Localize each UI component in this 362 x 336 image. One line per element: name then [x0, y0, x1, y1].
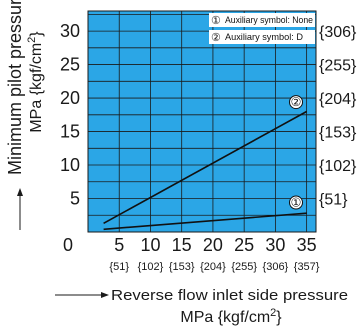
x-tick-sublabel: {204}	[200, 261, 226, 273]
legend-entry-label: Auxiliary symbol: D	[225, 32, 303, 43]
y-tick-right-label: {153}	[319, 125, 357, 142]
y-tick-right-label: {204}	[319, 91, 357, 108]
x-axis-title: Reverse flow inlet side pressure	[111, 287, 348, 304]
series-marker-label-1: ①	[291, 196, 302, 210]
series-marker-bg-2	[289, 95, 304, 110]
y-axis-arrow-head	[17, 188, 23, 196]
y-tick-label: 5	[70, 189, 80, 209]
series-marker-label-2: ②	[291, 95, 302, 109]
y-tick-right-label: {306}	[319, 24, 357, 41]
x-axis-arrow-head	[101, 292, 109, 298]
y-tick-label: 15	[60, 122, 80, 142]
y-tick-right-label: {255}	[319, 58, 357, 75]
x-tick-label: 25	[234, 235, 254, 255]
y-axis-title: Minimum pilot pressure	[5, 0, 25, 175]
x-tick-sublabel: {102}	[138, 261, 164, 273]
x-tick-sublabel: {306}	[263, 261, 289, 273]
x-tick-sublabel: {255}	[231, 261, 257, 273]
x-tick-sublabel: {153}	[169, 261, 195, 273]
legend-marker: ②	[211, 32, 221, 44]
y-tick-label: 20	[60, 88, 80, 108]
x-tick-label: 30	[265, 235, 285, 255]
y-axis-unit: MPa {kgf/cm2}	[26, 31, 45, 133]
x-axis-unit: MPa {kgf/cm2}	[180, 307, 282, 326]
series-marker-bg-1	[289, 195, 304, 210]
legend-entry-bg	[209, 30, 315, 44]
y-tick-right-label: {102}	[319, 158, 357, 175]
series-line-2	[103, 110, 307, 225]
x-tick-label: 35	[297, 235, 317, 255]
x-tick-label: 5	[114, 235, 124, 255]
y-tick-label: 10	[60, 155, 80, 175]
x-tick-sublabel: {357}	[294, 261, 320, 273]
x-tick-label: 0	[63, 235, 73, 255]
y-tick-right-label: {51}	[319, 192, 348, 209]
y-tick-label: 30	[60, 21, 80, 41]
x-tick-sublabel: {51}	[109, 261, 129, 273]
legend-entry-label: Auxiliary symbol: None	[225, 15, 313, 26]
legend-marker: ①	[211, 15, 221, 27]
y-tick-label: 25	[60, 55, 80, 75]
series-line-1	[103, 212, 307, 231]
legend-entry-bg	[209, 13, 315, 27]
x-tick-label: 15	[172, 235, 192, 255]
x-tick-label: 20	[203, 235, 223, 255]
x-tick-label: 10	[140, 235, 160, 255]
